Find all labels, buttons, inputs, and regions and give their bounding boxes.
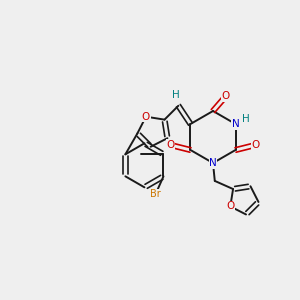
- Text: O: O: [226, 201, 234, 212]
- Text: O: O: [142, 112, 150, 122]
- Text: O: O: [222, 91, 230, 101]
- Text: O: O: [251, 140, 260, 150]
- Text: H: H: [172, 90, 179, 100]
- Text: N: N: [232, 119, 239, 129]
- Text: O: O: [167, 140, 175, 150]
- Text: Br: Br: [150, 189, 161, 199]
- Text: N: N: [209, 158, 217, 168]
- Text: H: H: [242, 114, 249, 124]
